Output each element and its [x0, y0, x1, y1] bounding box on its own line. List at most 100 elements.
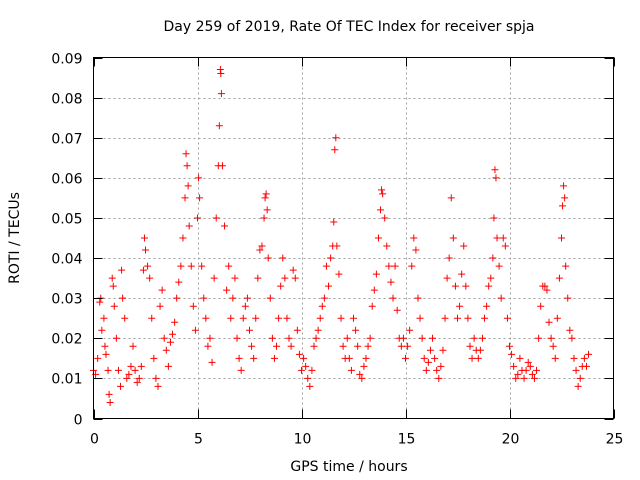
data-point [262, 190, 270, 198]
data-point [291, 274, 299, 282]
data-point [385, 262, 393, 270]
data-point [100, 314, 108, 322]
data-point [256, 246, 264, 254]
data-point [162, 346, 170, 354]
data-point [135, 374, 143, 382]
data-point [408, 262, 416, 270]
data-point [198, 262, 206, 270]
data-point [580, 354, 588, 362]
data-point [325, 282, 333, 290]
data-point [574, 382, 582, 390]
data-point [171, 318, 179, 326]
data-point [497, 294, 505, 302]
data-point [164, 362, 172, 370]
data-point [283, 314, 291, 322]
data-point [117, 382, 125, 390]
data-point [109, 282, 117, 290]
data-point [566, 326, 574, 334]
data-point [264, 254, 272, 262]
data-point [175, 278, 183, 286]
data-point [379, 190, 387, 198]
data-point [562, 262, 570, 270]
data-point [318, 302, 326, 310]
data-point [364, 342, 372, 350]
data-point [481, 314, 489, 322]
data-point [370, 286, 378, 294]
data-point [289, 266, 297, 274]
data-point [129, 342, 137, 350]
data-point [551, 354, 559, 362]
data-point [119, 294, 127, 302]
data-point [412, 246, 420, 254]
data-point [568, 334, 576, 342]
data-point [237, 366, 245, 374]
x-tick-label: 15 [398, 432, 416, 448]
data-point [196, 194, 204, 202]
data-point [487, 274, 495, 282]
data-point [352, 326, 360, 334]
data-point [330, 218, 338, 226]
data-point [533, 366, 541, 374]
data-point [144, 262, 152, 270]
y-tick-label: 0.06 [51, 172, 82, 188]
data-point [468, 354, 476, 362]
data-point [520, 374, 528, 382]
data-point [530, 374, 538, 382]
data-point [451, 282, 459, 290]
data-point [154, 382, 162, 390]
data-point [333, 242, 341, 250]
data-point [483, 302, 491, 310]
data-point [389, 294, 397, 302]
data-point [393, 306, 401, 314]
data-point [372, 270, 380, 278]
plot-frame [93, 57, 614, 419]
data-point [553, 314, 561, 322]
data-point [202, 314, 210, 322]
data-point [279, 254, 287, 262]
data-point [266, 294, 274, 302]
data-point [254, 274, 262, 282]
data-point [306, 382, 314, 390]
data-point [424, 358, 432, 366]
data-point [495, 262, 503, 270]
data-point [535, 334, 543, 342]
y-tick-label: 0.07 [51, 132, 82, 148]
data-point [195, 174, 203, 182]
data-point [506, 342, 513, 350]
data-point [570, 354, 578, 362]
data-point [572, 366, 580, 374]
data-point [160, 334, 168, 342]
data-point [501, 242, 509, 250]
data-point [416, 314, 424, 322]
data-point [187, 262, 195, 270]
data-point [541, 282, 549, 290]
y-tick-label: 0 [74, 413, 83, 429]
data-point [458, 270, 466, 278]
data-point [564, 294, 572, 302]
data-point [435, 374, 443, 382]
data-point [158, 286, 166, 294]
data-point [460, 242, 468, 250]
data-point [114, 366, 122, 374]
data-point [368, 302, 376, 310]
data-point [273, 342, 281, 350]
data-point [184, 182, 192, 190]
data-point [404, 342, 412, 350]
data-point [304, 374, 312, 382]
data-point [166, 338, 174, 346]
data-point [310, 342, 318, 350]
data-points [90, 66, 593, 406]
data-point [397, 342, 405, 350]
data-point [206, 334, 214, 342]
data-point [456, 302, 464, 310]
data-point [241, 302, 249, 310]
data-point [374, 234, 382, 242]
data-point [139, 266, 147, 274]
data-point [559, 202, 567, 210]
data-point [293, 326, 301, 334]
data-point [96, 298, 104, 306]
data-point [426, 346, 434, 354]
data-point [410, 234, 418, 242]
data-point [543, 286, 551, 294]
